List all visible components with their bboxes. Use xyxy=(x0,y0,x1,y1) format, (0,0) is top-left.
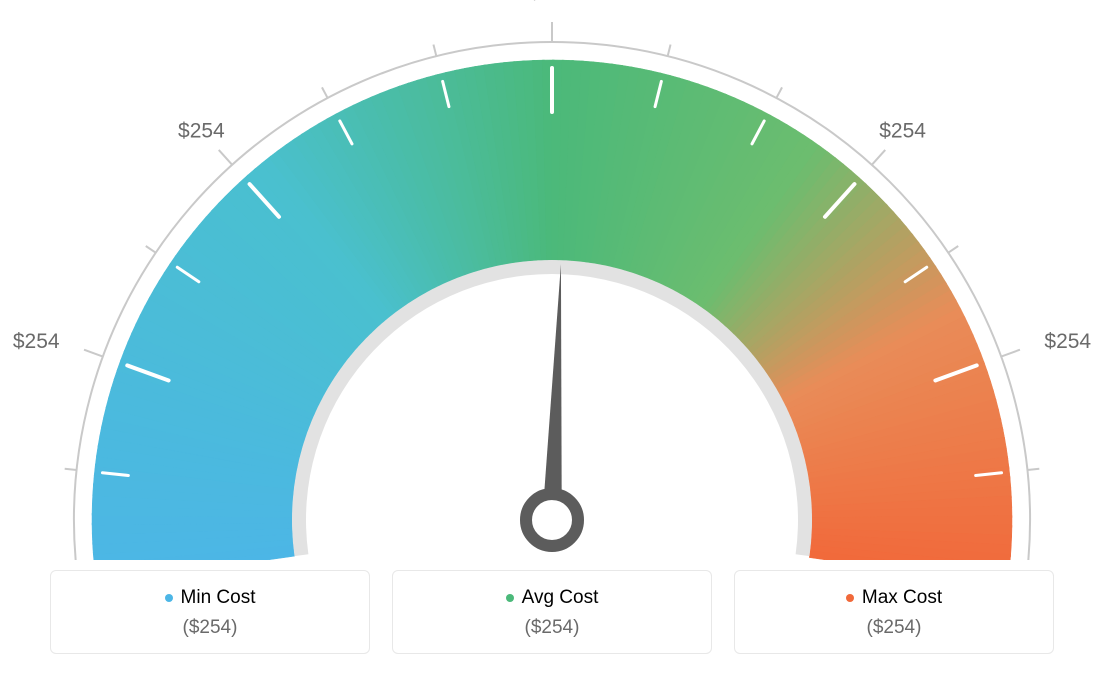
gauge-tick-label: $254 xyxy=(1044,330,1091,353)
gauge-chart: $254$254$254$254$254$254$254 xyxy=(0,0,1104,560)
legend-card-max: Max Cost ($254) xyxy=(734,570,1054,654)
legend-value-max: ($254) xyxy=(735,617,1053,639)
gauge-tick-outer xyxy=(1027,469,1039,470)
gauge-needle xyxy=(544,264,562,500)
gauge-tick-label: $254 xyxy=(13,330,60,353)
gauge-tick-outer xyxy=(433,45,436,57)
gauge-tick-outer xyxy=(948,246,958,253)
gauge-tick-label: $254 xyxy=(529,0,576,4)
gauge-tick-label: $254 xyxy=(178,120,225,143)
legend-value-min: ($254) xyxy=(51,617,369,639)
gauge-tick-outer xyxy=(84,350,103,357)
legend-value-avg: ($254) xyxy=(393,617,711,639)
gauge-tick-outer xyxy=(668,45,671,57)
gauge-tick-outer xyxy=(872,150,885,165)
legend-label-avg: Avg Cost xyxy=(522,587,599,609)
legend-dot-max xyxy=(846,594,854,602)
legend-dot-min xyxy=(165,594,173,602)
legend-label-min: Min Cost xyxy=(181,587,256,609)
legend-card-min: Min Cost ($254) xyxy=(50,570,370,654)
gauge-tick-outer xyxy=(776,87,782,98)
legend-dot-avg xyxy=(506,594,514,602)
legend-title-max: Max Cost xyxy=(846,587,942,609)
legend-title-min: Min Cost xyxy=(165,587,256,609)
gauge-tick-outer xyxy=(219,150,232,165)
legend-card-avg: Avg Cost ($254) xyxy=(392,570,712,654)
gauge-tick-outer xyxy=(322,87,328,98)
gauge-svg: $254$254$254$254$254$254$254 xyxy=(0,0,1104,560)
gauge-tick-outer xyxy=(65,469,77,470)
legend-title-avg: Avg Cost xyxy=(506,587,599,609)
legend-row: Min Cost ($254) Avg Cost ($254) Max Cost… xyxy=(0,570,1104,654)
gauge-tick-label: $254 xyxy=(879,120,926,143)
gauge-tick-outer xyxy=(146,246,156,253)
legend-label-max: Max Cost xyxy=(862,587,942,609)
gauge-tick-outer xyxy=(1001,350,1020,357)
gauge-needle-hub-inner xyxy=(537,505,567,535)
